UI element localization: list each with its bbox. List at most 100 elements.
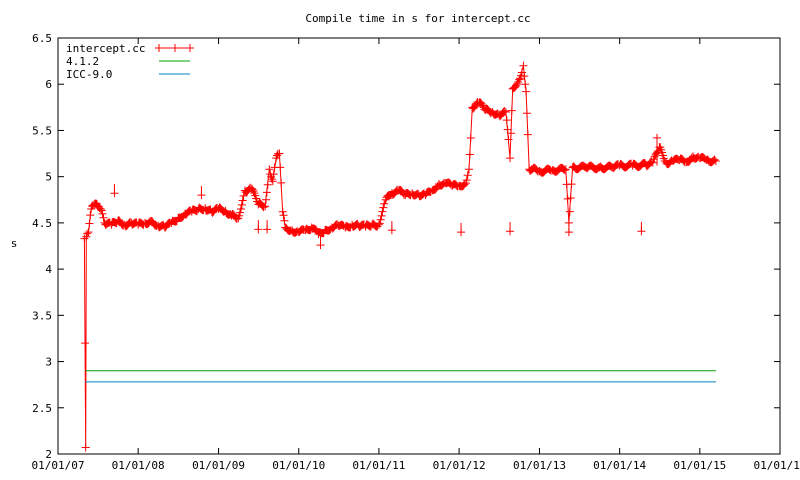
- data-point-marker: [380, 199, 389, 208]
- data-point-marker: [501, 107, 510, 116]
- data-point-marker: [99, 213, 108, 222]
- data-point-marker: [265, 165, 274, 174]
- data-point-marker: [268, 177, 277, 186]
- data-point-marker: [500, 106, 509, 115]
- data-point-marker: [502, 116, 511, 125]
- data-point-marker: [504, 135, 513, 144]
- data-point-marker: [96, 205, 105, 214]
- data-point-marker: [376, 215, 385, 224]
- data-point-marker: [278, 207, 287, 216]
- data-point-marker: [254, 225, 263, 234]
- data-point-marker: [465, 150, 474, 159]
- data-point-marker: [374, 220, 383, 229]
- data-point-marker: [506, 227, 515, 236]
- data-point-marker: [316, 241, 325, 250]
- x-tick-label: 01/01/09: [192, 459, 245, 472]
- axes: 2 2.5 3 3.5 4 4.5 5 5.5 6 6.5 01/01/07 01/01/08 01/0…: [32, 32, 800, 472]
- data-point-marker: [564, 228, 573, 237]
- data-point-marker: [506, 129, 515, 138]
- x-tick-label: 01/01/10: [272, 459, 325, 472]
- data-point-marker: [377, 211, 386, 220]
- data-point-marker: [460, 180, 469, 189]
- data-point-marker: [515, 75, 524, 84]
- data-point-marker: [237, 200, 246, 209]
- data-point-marker: [503, 125, 512, 134]
- data-point-marker: [710, 155, 719, 164]
- data-point-marker: [249, 187, 258, 196]
- data-point-marker: [262, 195, 271, 204]
- y-tick-label: 4.5: [32, 217, 52, 230]
- y-tick-label: 4: [45, 263, 52, 276]
- y-tick-label: 6: [45, 78, 52, 91]
- data-point-marker: [645, 159, 654, 168]
- x-tick-label: 01/01/15: [673, 459, 726, 472]
- data-point-marker: [512, 81, 521, 90]
- data-point-marker: [464, 165, 473, 174]
- y-tick-label: 3.5: [32, 309, 52, 322]
- x-tick-label: 01/01/14: [593, 459, 646, 472]
- data-point-marker: [506, 154, 515, 163]
- data-point-marker: [545, 165, 554, 174]
- data-point-marker: [86, 211, 95, 220]
- data-point-marker: [81, 339, 90, 348]
- data-point-marker: [236, 205, 245, 214]
- data-point-marker: [438, 180, 447, 189]
- data-point-marker: [248, 185, 257, 194]
- y-tick-label: 6.5: [32, 32, 52, 45]
- data-point-marker: [711, 156, 720, 165]
- data-point-marker: [463, 171, 472, 180]
- data-point-marker: [261, 202, 270, 211]
- data-point-marker: [269, 170, 278, 179]
- data-point-marker: [466, 134, 475, 143]
- data-point-marker: [117, 219, 126, 228]
- chart-title: Compile time in s for intercept.cc: [305, 12, 530, 25]
- data-point-marker: [83, 229, 92, 238]
- data-point-marker: [110, 189, 119, 198]
- data-point-marker: [81, 443, 90, 452]
- data-point-marker: [522, 87, 531, 96]
- y-tick-label: 5: [45, 171, 52, 184]
- data-point-marker: [387, 226, 396, 235]
- data-point-marker: [279, 211, 288, 220]
- data-point-marker: [519, 61, 528, 70]
- data-point-marker: [280, 216, 289, 225]
- data-point-marker: [520, 72, 529, 81]
- data-point-marker: [276, 163, 285, 172]
- series-line: [83, 65, 716, 448]
- x-tick-label: 01/01/16: [754, 459, 800, 472]
- legend-label: 4.1.2: [66, 55, 99, 68]
- data-point-marker: [197, 191, 206, 200]
- series-intercept-cc: [80, 61, 720, 452]
- data-point-marker: [378, 207, 387, 216]
- x-tick-label: 01/01/13: [513, 459, 566, 472]
- data-point-marker: [458, 182, 467, 191]
- data-point-marker: [236, 208, 245, 217]
- x-tick-label: 01/01/12: [433, 459, 486, 472]
- y-tick-label: 3: [45, 356, 52, 369]
- data-point-marker: [451, 180, 460, 189]
- data-point-marker: [186, 44, 194, 52]
- data-point-marker: [457, 228, 466, 237]
- series-layer: [80, 61, 720, 452]
- data-point-marker: [566, 193, 575, 202]
- x-tick-label: 01/01/07: [32, 459, 85, 472]
- data-point-marker: [85, 219, 94, 228]
- data-point-marker: [277, 178, 286, 187]
- data-point-marker: [652, 133, 661, 142]
- data-point-marker: [263, 225, 272, 234]
- data-point-marker: [238, 196, 247, 205]
- data-point-marker: [259, 203, 268, 212]
- data-point-marker: [560, 166, 569, 175]
- data-point-marker: [375, 219, 384, 228]
- data-point-marker: [263, 180, 272, 189]
- data-point-marker: [84, 228, 93, 237]
- data-point-marker: [462, 176, 471, 185]
- data-point-marker: [218, 206, 227, 215]
- data-point-marker: [513, 80, 522, 89]
- data-point-marker: [567, 180, 576, 189]
- legend-label: ICC-9.0: [66, 68, 112, 81]
- data-point-marker: [523, 130, 532, 139]
- data-point-marker: [565, 207, 574, 216]
- data-point-marker: [267, 175, 276, 184]
